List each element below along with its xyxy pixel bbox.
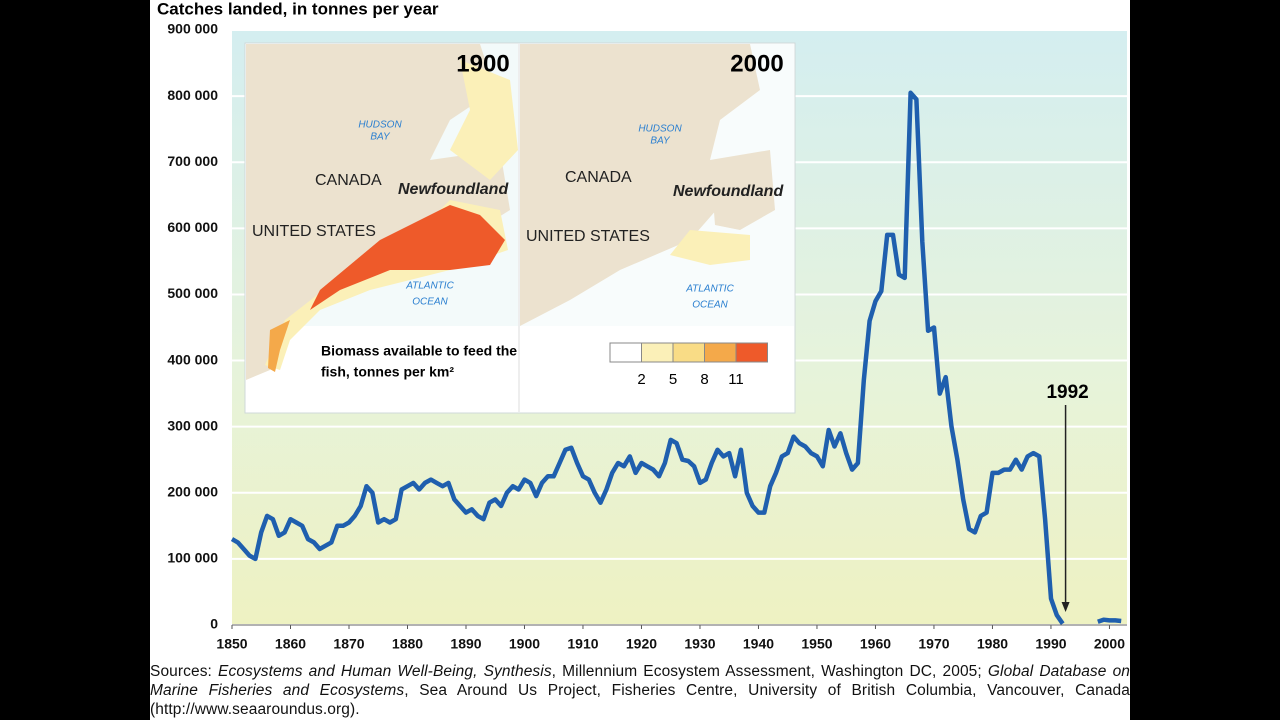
x-tick-label: 1850 xyxy=(216,636,247,652)
legend-title: fish, tonnes per km² xyxy=(321,364,454,380)
map-label: Newfoundland xyxy=(398,181,509,198)
map-label: UNITED STATES xyxy=(526,228,650,245)
map-label: CANADA xyxy=(315,172,382,189)
chart: Catches landed, in tonnes per year 1900 … xyxy=(157,0,1127,652)
scale-swatch xyxy=(735,342,768,363)
x-tick-label: 1880 xyxy=(392,636,423,652)
y-tick-label: 800 000 xyxy=(167,87,218,103)
map-label: OCEAN xyxy=(412,297,448,308)
y-tick-label: 900 000 xyxy=(167,21,218,37)
scale-label: 8 xyxy=(700,371,708,388)
source-note: Sources: Ecosystems and Human Well-Being… xyxy=(150,662,1130,719)
map-label: HUDSON xyxy=(358,120,402,131)
y-tick-label: 100 000 xyxy=(167,550,218,566)
source-text: Sources: xyxy=(150,663,219,680)
y-tick-label: 500 000 xyxy=(167,285,218,301)
y-tick-label: 200 000 xyxy=(167,483,218,499)
x-tick-label: 1940 xyxy=(743,636,774,652)
scale-swatch xyxy=(704,342,737,363)
y-tick-label: 400 000 xyxy=(167,351,218,367)
scale-label: 2 xyxy=(637,371,645,388)
x-tick-label: 1970 xyxy=(918,636,949,652)
map-1900: 1900 CANADA Newfoundland UNITED STATES H… xyxy=(246,44,518,380)
x-tick-label: 1860 xyxy=(275,636,306,652)
x-tick-label: 1870 xyxy=(333,636,364,652)
map-label: CANADA xyxy=(565,169,632,186)
inset: 1900 CANADA Newfoundland UNITED STATES H… xyxy=(244,42,796,414)
scale-swatch xyxy=(641,342,674,363)
x-tick-label: 1900 xyxy=(509,636,540,652)
scale-label: 11 xyxy=(728,371,744,388)
x-tick-label: 1960 xyxy=(860,636,891,652)
map-label: BAY xyxy=(650,136,671,147)
chart-title: Catches landed, in tonnes per year xyxy=(157,0,439,18)
x-tick-label: 2000 xyxy=(1094,636,1125,652)
scale-swatch xyxy=(672,342,705,363)
map-year: 1900 xyxy=(456,50,509,77)
y-tick-label: 700 000 xyxy=(167,153,218,169)
page: Catches landed, in tonnes per year 1900 … xyxy=(150,0,1130,720)
y-tick-label: 0 xyxy=(210,616,218,632)
map-label: Newfoundland xyxy=(673,183,784,200)
x-tick-label: 1930 xyxy=(684,636,715,652)
annotation-arrowhead xyxy=(1061,602,1070,612)
map-label: BAY xyxy=(370,132,391,143)
scale-label: 5 xyxy=(669,371,677,388)
source-text: , Sea Around Us Project, Fisheries Centr… xyxy=(150,682,1130,718)
source-text: Ecosystems and Human Well-Being, Synthes… xyxy=(218,663,552,680)
x-tick-label: 1910 xyxy=(567,636,598,652)
x-tick-label: 1990 xyxy=(1035,636,1066,652)
source-text: , Millennium Ecosystem Assessment, Washi… xyxy=(551,663,988,680)
y-tick-label: 300 000 xyxy=(167,417,218,433)
legend-title: Biomass available to feed the xyxy=(321,343,517,359)
map-label: HUDSON xyxy=(638,124,682,135)
x-tick-label: 1950 xyxy=(801,636,832,652)
map-label: UNITED STATES xyxy=(252,223,376,240)
y-tick-label: 600 000 xyxy=(167,219,218,235)
x-tick-label: 1980 xyxy=(977,636,1008,652)
map-2000: 2000 CANADA Newfoundland UNITED STATES H… xyxy=(520,44,794,326)
map-label: OCEAN xyxy=(692,300,728,311)
x-tick-label: 1890 xyxy=(450,636,481,652)
annotation: 1992 xyxy=(1046,382,1088,403)
x-tick-label: 1920 xyxy=(626,636,657,652)
source-text: Global Database on Marine Fisheries and … xyxy=(150,663,1131,699)
map-label: ATLANTIC xyxy=(405,281,454,292)
scale-swatch xyxy=(609,342,642,363)
map-label: ATLANTIC xyxy=(685,284,734,295)
data-line xyxy=(230,90,1122,625)
map-year: 2000 xyxy=(730,50,783,77)
